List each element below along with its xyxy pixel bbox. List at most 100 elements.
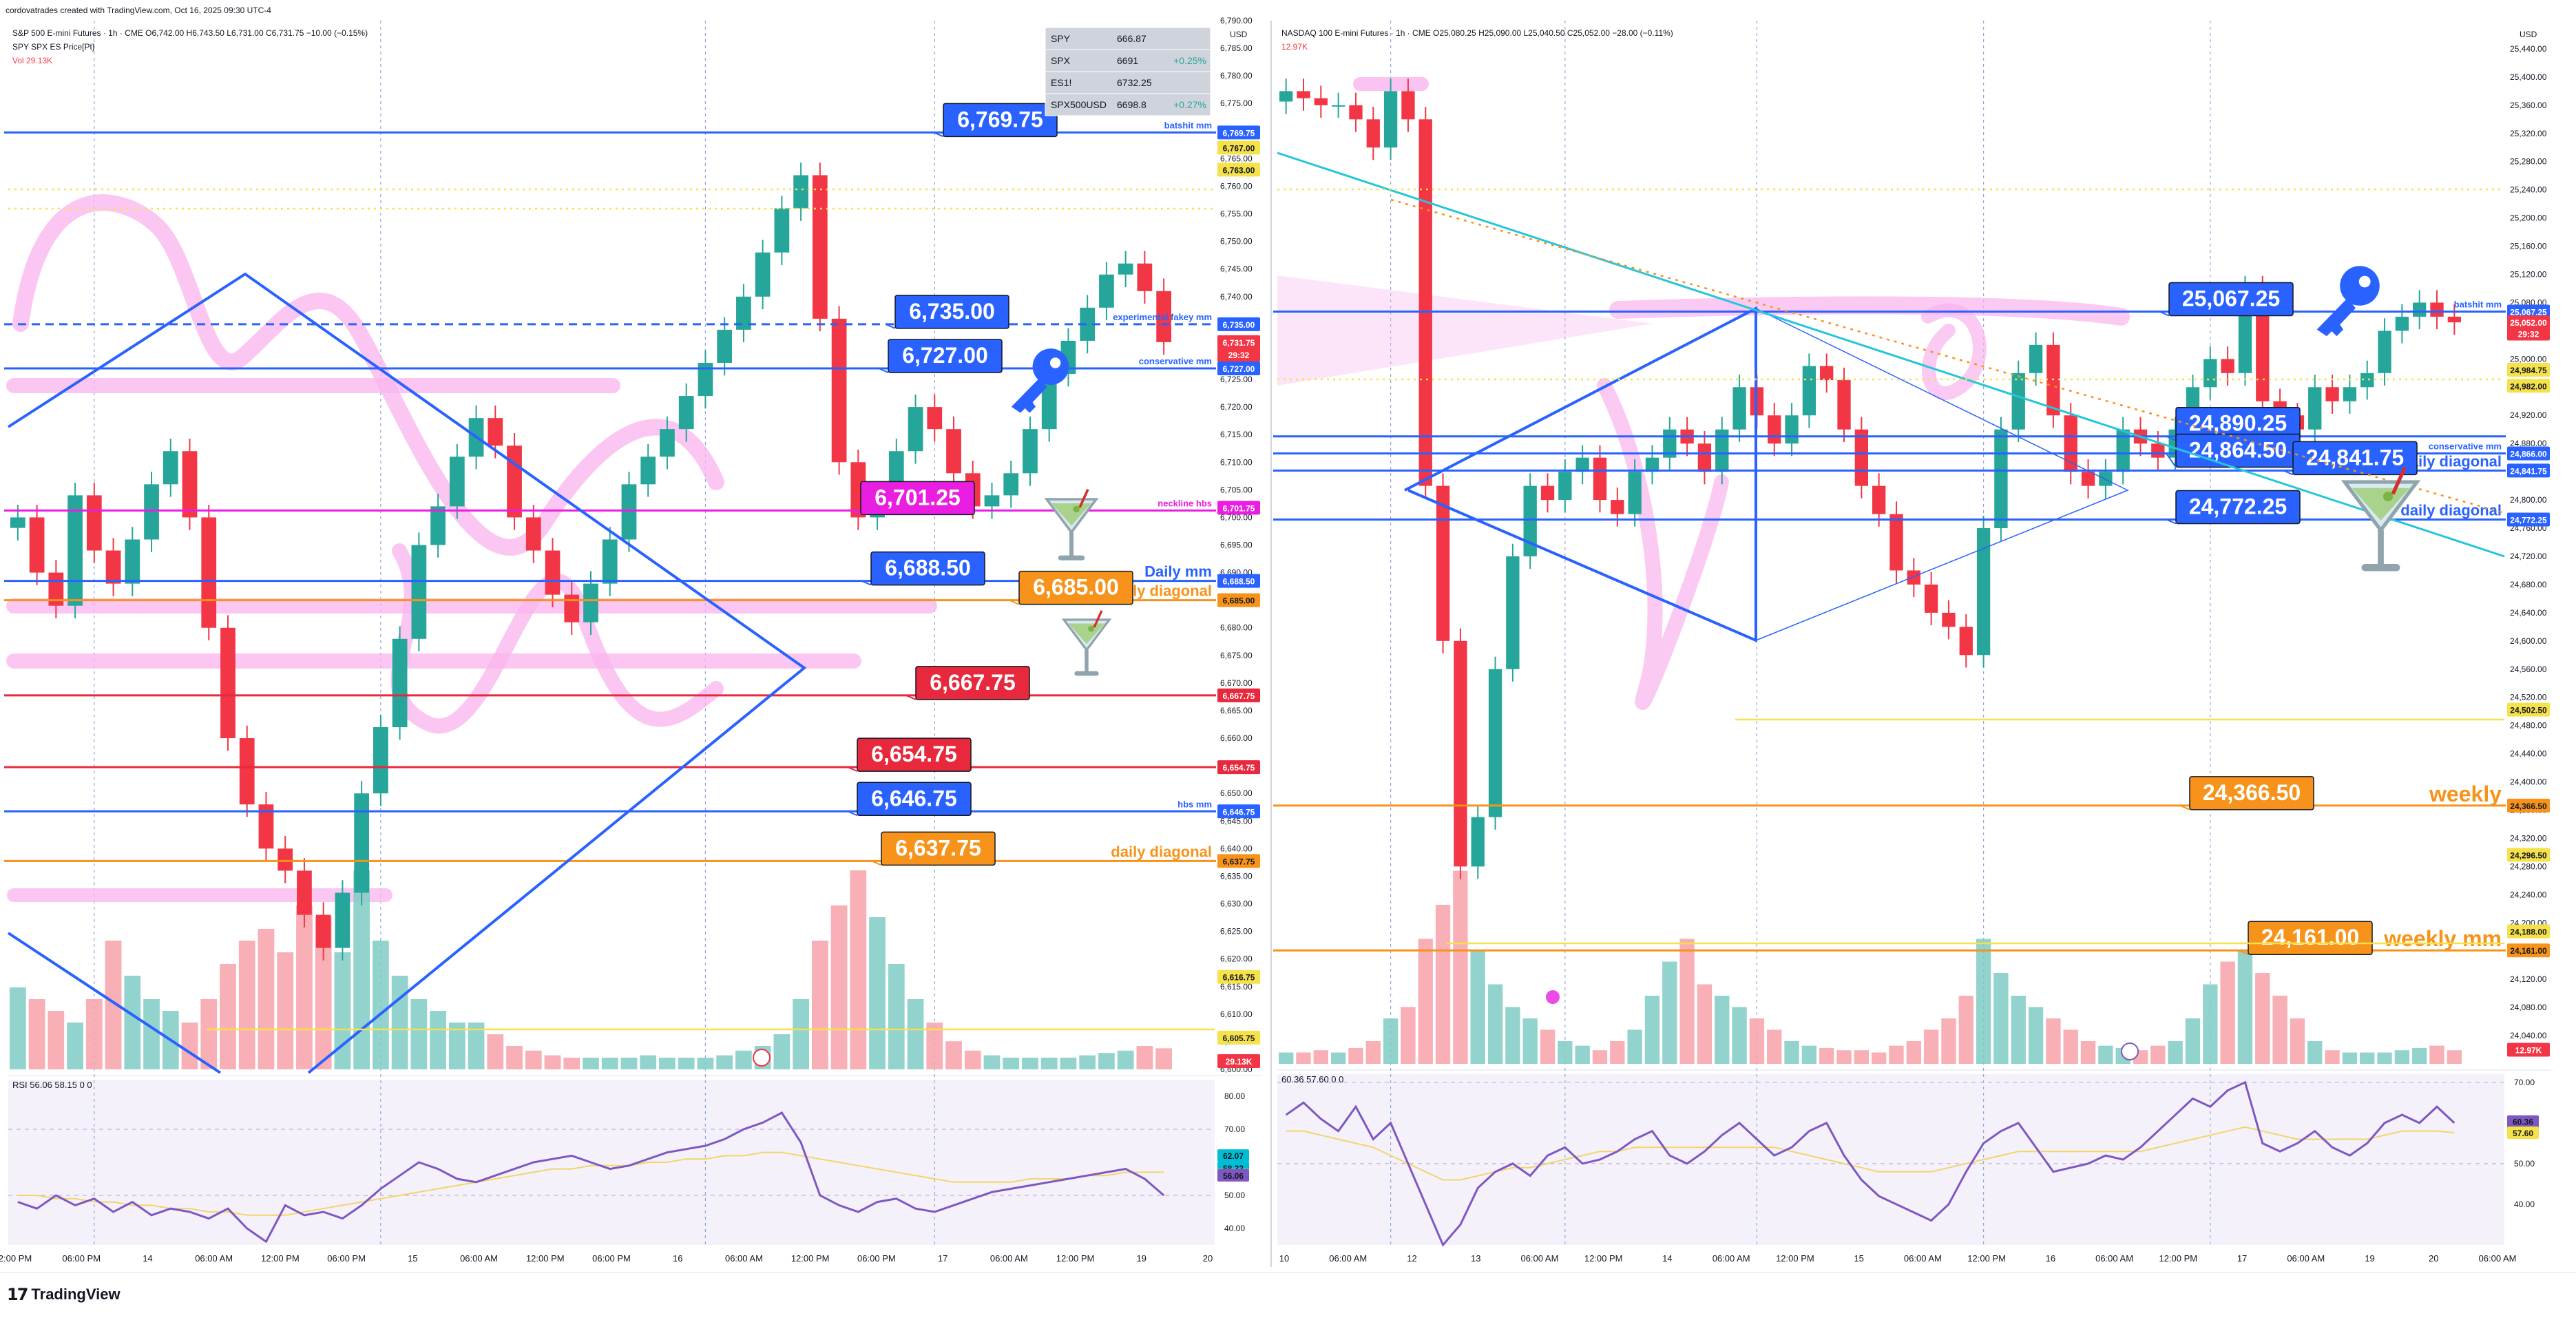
x-tick-label: 10 (1279, 1253, 1289, 1264)
volume-bar (238, 941, 255, 1069)
volume-bar (220, 964, 236, 1069)
rsi-tag-text: 57.60 (2513, 1129, 2533, 1138)
candle (1314, 98, 1328, 105)
candle (239, 738, 255, 805)
volume-bar (1958, 996, 1973, 1064)
y-tick-label: 24,480.00 (2510, 721, 2547, 731)
y-tick-label: 6,775.00 (1220, 98, 1253, 108)
callout-pointer (847, 766, 858, 773)
candle (278, 848, 293, 871)
candle (1297, 91, 1310, 98)
price-tag: 6,701.75 (1217, 501, 1260, 515)
x-tick-label: 12:00 PM (791, 1253, 830, 1264)
volume-bar (2325, 1050, 2340, 1064)
price-tag: 6,605.75 (1217, 1030, 1260, 1045)
candle (1628, 472, 1642, 514)
volume-bar (2203, 984, 2218, 1064)
callout-label: 6,701.25 (875, 485, 961, 510)
volume-bar (1435, 905, 1451, 1064)
price-tag: 6,767.00 (1217, 140, 1260, 155)
candle (755, 252, 771, 297)
y-tick-label: 25,000.00 (2510, 354, 2547, 364)
x-tick-label: 19 (2365, 1253, 2374, 1264)
candle (1889, 514, 1903, 571)
candle (1454, 640, 1467, 867)
level-name: batshit mm (1164, 120, 1212, 130)
volume-bar (1993, 973, 2009, 1064)
volume-bar (1749, 1018, 1765, 1064)
watchlist-row: ES1! 6732.25 (1045, 71, 1211, 94)
watchlist-price: 6698.8 (1117, 99, 1146, 110)
y-tick-label: 6,740.00 (1220, 292, 1253, 302)
volume-bar (620, 1058, 638, 1069)
key-hole (2358, 275, 2371, 288)
x-tick-label: 06:00 AM (1713, 1253, 1750, 1264)
level-name: experimental fakey mm (1113, 312, 1212, 322)
callout-pointer (2238, 950, 2249, 956)
y-tick-label: 6,675.00 (1220, 651, 1253, 660)
volume-bar (1575, 1045, 1590, 1064)
price-tag-box (2507, 848, 2550, 862)
candle (1023, 429, 1038, 474)
volume-bar (1279, 1052, 1294, 1064)
volume-bar (1644, 996, 1660, 1064)
x-tick-label: 16 (673, 1253, 682, 1264)
martini-icon (1044, 488, 1099, 561)
candle (315, 914, 331, 948)
price-tag: 25,067.25 (2507, 304, 2550, 319)
volume-bar (296, 905, 313, 1069)
callout-box (2168, 282, 2294, 317)
volume-bar (2272, 996, 2287, 1064)
volume-bar (1923, 1029, 1939, 1064)
y-tick-label: 6,760.00 (1220, 181, 1253, 191)
volume-bar (888, 964, 905, 1069)
candle (1611, 500, 1624, 514)
level-name: weekly mm (2383, 926, 2502, 951)
price-tag-text: 29:32 (1228, 350, 1250, 360)
y-tick-label: 6,765.00 (1220, 154, 1253, 163)
candle (525, 517, 541, 551)
candle (1715, 429, 1729, 472)
watchlist-row: SPY 666.87 (1045, 27, 1211, 50)
volume-bar (2080, 1041, 2096, 1064)
price-tag-text: 6,727.00 (1223, 364, 1255, 374)
candle (335, 892, 350, 948)
rsi-tick-label: 70.00 (1224, 1124, 1245, 1134)
candle (449, 457, 465, 507)
volume-bar (1889, 1045, 1904, 1064)
level-name: Daily mm (1144, 563, 1212, 580)
y-tick-label: 24,520.00 (2510, 693, 2547, 702)
candle (1156, 291, 1171, 342)
price-tag: 24,366.50 (2507, 798, 2550, 813)
martini-base (1058, 555, 1085, 561)
candle (1924, 584, 1938, 613)
volume-bar (1117, 1050, 1134, 1069)
volume-bar (811, 941, 828, 1069)
martini-olive (1088, 625, 1094, 632)
volume-bar (2377, 1052, 2392, 1064)
alert-icon (753, 1049, 771, 1067)
rsi-ma-line (17, 1151, 1164, 1216)
volume-bar (1060, 1058, 1077, 1069)
volume-bar (2394, 1050, 2410, 1064)
price-tag-text: 24,366.50 (2510, 802, 2547, 811)
candle (2378, 331, 2391, 373)
y-tick-label: 25,280.00 (2510, 157, 2547, 167)
watchlist-change: +0.25% (1173, 55, 1206, 66)
rsi-tag-text: 60.36 (2513, 1118, 2533, 1127)
volume-bar (793, 999, 809, 1069)
level-callout: 24,366.50 (2179, 776, 2314, 810)
volume-bar (659, 1058, 676, 1069)
candle (392, 638, 408, 728)
candle (1575, 457, 1589, 472)
rsi-tag-text: 56.06 (1223, 1171, 1244, 1181)
watchlist-price: 6691 (1117, 55, 1138, 66)
volume-bar (1732, 1007, 1747, 1064)
candle (430, 506, 446, 545)
volume-bar (373, 941, 389, 1069)
chart-pane-2: 25,440.00 25,400.00 25,360.00 25,320.00 25,2… (1273, 21, 2551, 1264)
candle (717, 329, 733, 363)
level-callout: 6,769.75 (933, 103, 1058, 138)
